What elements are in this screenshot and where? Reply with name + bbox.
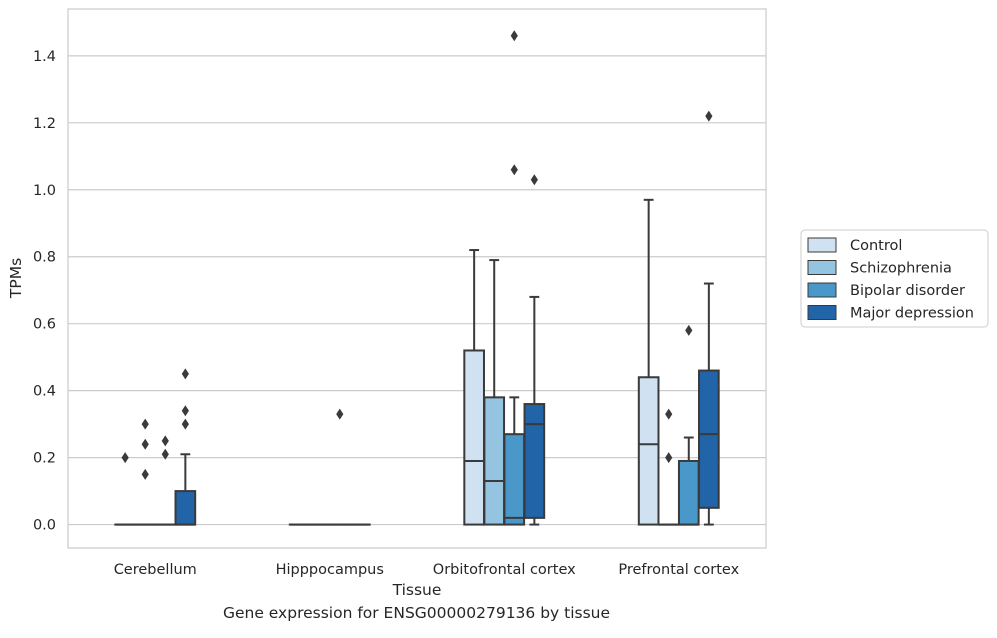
- outlier-point: [122, 452, 129, 463]
- y-tick-label: 1.2: [33, 116, 56, 132]
- box-bipolar-disorder: [504, 30, 524, 524]
- x-tick-label: Cerebellum: [114, 562, 197, 578]
- box-schizophrenia: [135, 419, 155, 525]
- outlier-point: [182, 368, 189, 379]
- box-rect: [679, 461, 699, 525]
- figure-caption: Gene expression for ENSG00000279136 by t…: [0, 604, 833, 622]
- outlier-point: [162, 435, 169, 446]
- y-tick-label: 1.4: [33, 49, 56, 65]
- outlier-point: [511, 30, 518, 41]
- box-rect: [699, 371, 719, 508]
- outlier-point: [685, 325, 692, 336]
- box-major-depression: [176, 368, 196, 524]
- y-tick-label: 1.0: [33, 183, 56, 199]
- legend-swatch: [808, 261, 836, 275]
- outlier-point: [705, 111, 712, 122]
- box-bipolar-disorder: [155, 435, 175, 524]
- box-rect: [639, 377, 659, 524]
- outlier-point: [665, 452, 672, 463]
- y-tick-label: 0.8: [33, 250, 56, 266]
- legend: Control Schizophrenia Bipolar disorder Majo…: [801, 230, 988, 327]
- box-control: [639, 200, 659, 525]
- box-rect: [484, 397, 504, 524]
- plot-frame: [68, 9, 766, 548]
- box-rect: [464, 350, 484, 524]
- y-tick-label: 0.6: [33, 317, 56, 333]
- outlier-point: [142, 419, 149, 430]
- box-schizophrenia: [484, 260, 504, 524]
- y-tick-label: 0.2: [33, 451, 56, 467]
- outlier-point: [182, 419, 189, 430]
- box-rect: [504, 434, 524, 524]
- legend-label: Major depression: [850, 306, 974, 322]
- x-tick-label: Hipppocampus: [276, 562, 384, 578]
- outlier-point: [142, 469, 149, 480]
- x-axis-label: Tissue: [392, 581, 442, 599]
- box-rect: [525, 404, 545, 518]
- outlier-point: [142, 439, 149, 450]
- y-tick-label: 0.4: [33, 384, 56, 400]
- box-bipolar-disorder: [679, 325, 699, 525]
- outlier-point: [665, 409, 672, 420]
- legend-label: Control: [850, 238, 902, 254]
- y-tick-label: 0.0: [33, 518, 56, 534]
- outlier-point: [531, 174, 538, 185]
- box-control: [115, 452, 135, 524]
- outlier-point: [182, 405, 189, 416]
- legend-swatch: [808, 283, 836, 297]
- box-major-depression: [699, 111, 719, 525]
- outlier-point: [511, 164, 518, 175]
- y-axis-label: TPMs: [7, 258, 25, 299]
- legend-swatch: [808, 306, 836, 320]
- box-control: [464, 250, 484, 525]
- legend-swatch: [808, 238, 836, 252]
- legend-label: Bipolar disorder: [850, 283, 965, 299]
- box-major-depression: [525, 174, 545, 524]
- outlier-point: [336, 409, 343, 420]
- box-schizophrenia: [659, 409, 679, 525]
- box-bipolar-disorder: [330, 409, 350, 525]
- box-rect: [176, 491, 196, 524]
- x-tick-label: Prefrontal cortex: [618, 562, 739, 578]
- legend-label: Schizophrenia: [850, 261, 952, 277]
- x-tick-label: Orbitofrontal cortex: [433, 562, 576, 578]
